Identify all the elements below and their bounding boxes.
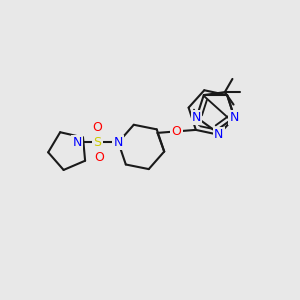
Text: N: N [114,136,123,149]
Text: O: O [94,151,104,164]
Text: O: O [172,125,182,138]
Text: N: N [73,136,82,149]
Text: N: N [230,111,239,124]
Text: S: S [93,136,101,149]
Text: N: N [192,111,201,124]
Text: O: O [92,121,102,134]
Text: N: N [214,128,224,141]
